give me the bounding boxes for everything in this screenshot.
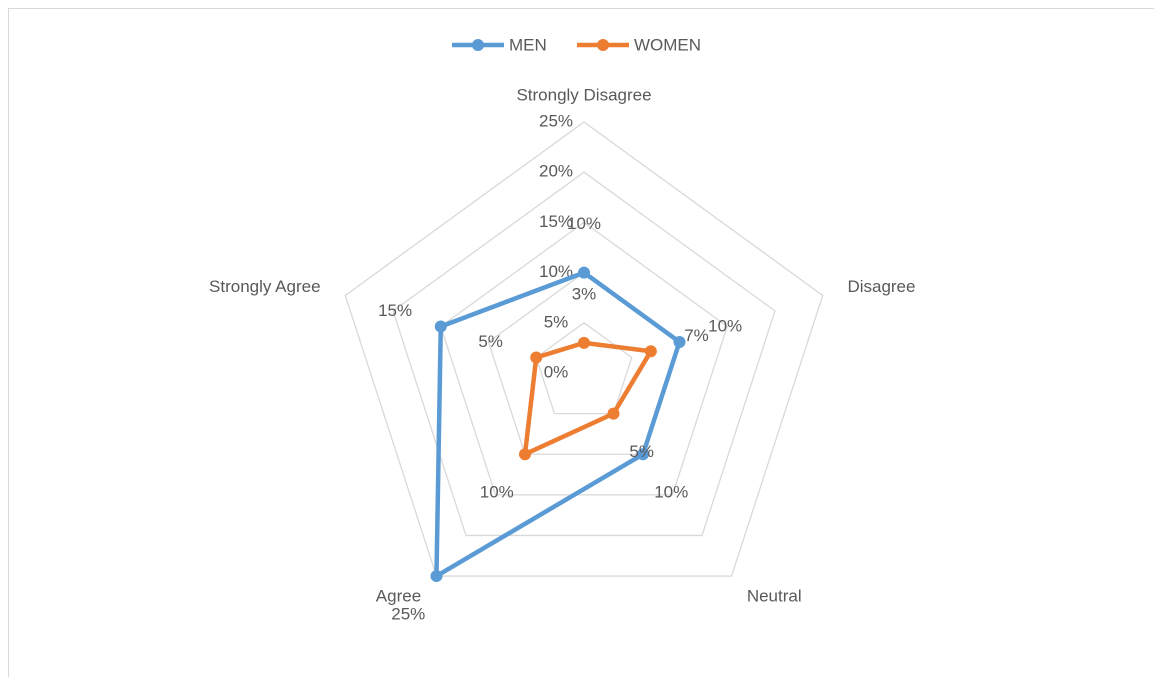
- data-label: 7%: [684, 326, 709, 345]
- grid-ring: [440, 221, 728, 496]
- data-label: 3%: [572, 284, 597, 303]
- y-tick-label: 25%: [539, 111, 573, 130]
- data-label: 15%: [378, 301, 412, 320]
- legend-marker: [472, 39, 484, 51]
- grid-ring: [392, 171, 776, 537]
- data-label: 10%: [567, 214, 601, 233]
- data-point: [637, 448, 650, 461]
- data-point: [578, 336, 590, 349]
- category-label: Strongly Agree: [209, 277, 321, 296]
- category-label: Agree: [376, 587, 421, 606]
- data-point: [434, 320, 447, 333]
- data-label: 5%: [478, 332, 503, 351]
- y-tick-label: 5%: [544, 312, 569, 331]
- data-point: [518, 448, 531, 461]
- y-tick-label: 15%: [539, 212, 573, 231]
- legend-marker: [597, 39, 609, 51]
- data-label: 25%: [391, 604, 425, 623]
- data-label: 5%: [629, 442, 654, 461]
- category-label: Disagree: [847, 277, 915, 296]
- y-tick-label: 10%: [539, 262, 573, 281]
- data-label: 10%: [480, 483, 514, 502]
- data-point: [530, 351, 543, 364]
- data-label: 10%: [708, 317, 742, 336]
- category-label: Neutral: [747, 587, 802, 606]
- y-tick-label: 0%: [544, 362, 569, 381]
- chart-frame: [8, 8, 1154, 677]
- data-point: [430, 570, 443, 583]
- data-point: [607, 407, 620, 420]
- legend-label: WOMEN: [634, 35, 701, 54]
- grid-ring: [344, 121, 824, 577]
- data-point: [673, 335, 686, 348]
- series-line: [434, 270, 682, 579]
- grid-ring: [535, 321, 633, 415]
- data-point: [578, 266, 590, 279]
- series-line: [522, 340, 654, 457]
- category-label: Strongly Disagree: [516, 85, 651, 104]
- legend-label: MEN: [509, 35, 547, 54]
- data-label: 10%: [654, 483, 688, 502]
- y-tick-label: 20%: [539, 162, 573, 181]
- data-point: [644, 345, 657, 358]
